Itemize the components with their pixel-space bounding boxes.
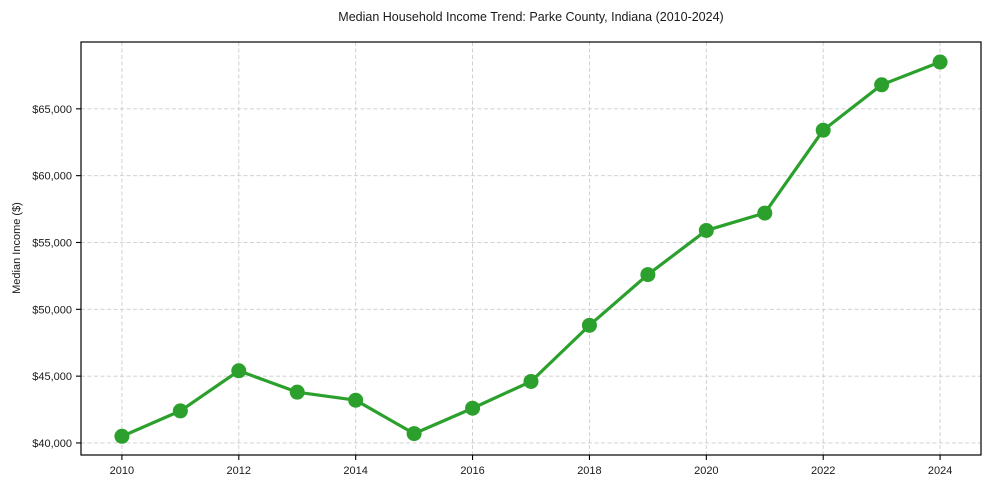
x-tick-label: 2016 — [460, 465, 484, 477]
data-point-2018 — [581, 317, 597, 333]
data-point-2021 — [757, 205, 773, 221]
chart-title: Median Household Income Trend: Parke Cou… — [338, 10, 724, 24]
data-point-2013 — [289, 384, 305, 400]
y-tick-label: $45,000 — [32, 371, 72, 383]
y-tick-labels: $40,000 $45,000 $50,000 $55,000 $60,000 $65,0… — [32, 104, 72, 450]
data-point-2024 — [932, 54, 948, 70]
data-point-2020 — [698, 222, 714, 238]
x-tick-label: 2022 — [811, 465, 835, 477]
data-point-2017 — [523, 373, 539, 389]
data-point-2023 — [874, 77, 890, 93]
data-point-2014 — [348, 392, 364, 408]
x-tick-label: 2020 — [694, 465, 718, 477]
data-point-2019 — [640, 267, 656, 283]
x-tick-label: 2018 — [577, 465, 601, 477]
y-tick-label: $40,000 — [32, 438, 72, 450]
y-tick-label: $60,000 — [32, 171, 72, 183]
gridlines — [81, 42, 981, 455]
data-point-2016 — [465, 400, 481, 416]
data-point-2012 — [231, 363, 247, 379]
axis-ticks — [76, 108, 941, 460]
x-tick-label: 2010 — [110, 465, 134, 477]
x-tick-label: 2012 — [227, 465, 251, 477]
data-point-2015 — [406, 426, 422, 442]
data-points — [114, 54, 948, 444]
y-tick-label: $55,000 — [32, 237, 72, 249]
data-point-2011 — [172, 403, 188, 419]
y-tick-label: $50,000 — [32, 304, 72, 316]
y-tick-label: $65,000 — [32, 104, 72, 116]
x-tick-labels: 2010 2012 2014 2016 2018 2020 2022 2024 — [110, 465, 953, 477]
plot-border — [80, 41, 982, 456]
x-tick-label: 2024 — [928, 465, 952, 477]
x-tick-label: 2014 — [343, 465, 367, 477]
data-point-2010 — [114, 428, 130, 444]
data-point-2022 — [815, 122, 831, 138]
